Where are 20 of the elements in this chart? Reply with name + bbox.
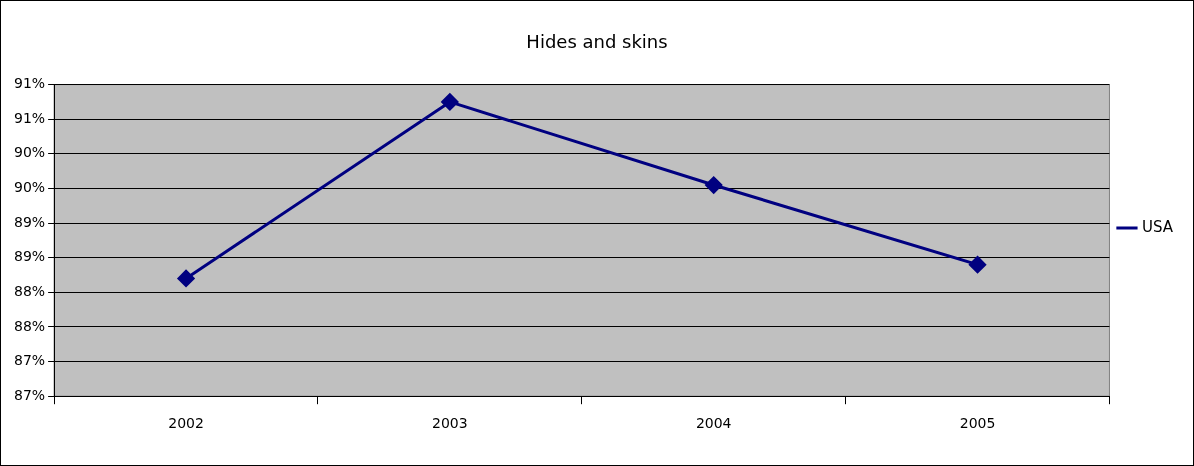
y-tick-label: 90% [13,144,46,161]
x-tick-label: 2004 [695,415,732,432]
legend-label: USA [1141,217,1174,236]
point [441,93,459,111]
y-tick-label: 91% [13,75,46,92]
chart-title: Hides and skins [526,31,668,53]
y-tick-label: 90% [13,179,46,196]
point [705,176,723,194]
y-tick-label: 87% [13,352,46,369]
x-tick-label: 2005 [959,415,996,432]
x-tick-label: 2003 [432,415,468,432]
point [177,269,195,287]
x-tick-label: 2002 [168,415,204,432]
y-tick-label: 89% [13,213,46,230]
y-tick-label: 87% [13,386,46,403]
y-tick-label: 89% [13,248,46,265]
point [969,256,987,274]
y-tick-label: 88% [13,282,46,299]
y-tick-label: 91% [13,109,46,126]
y-tick-label: 88% [13,317,46,334]
